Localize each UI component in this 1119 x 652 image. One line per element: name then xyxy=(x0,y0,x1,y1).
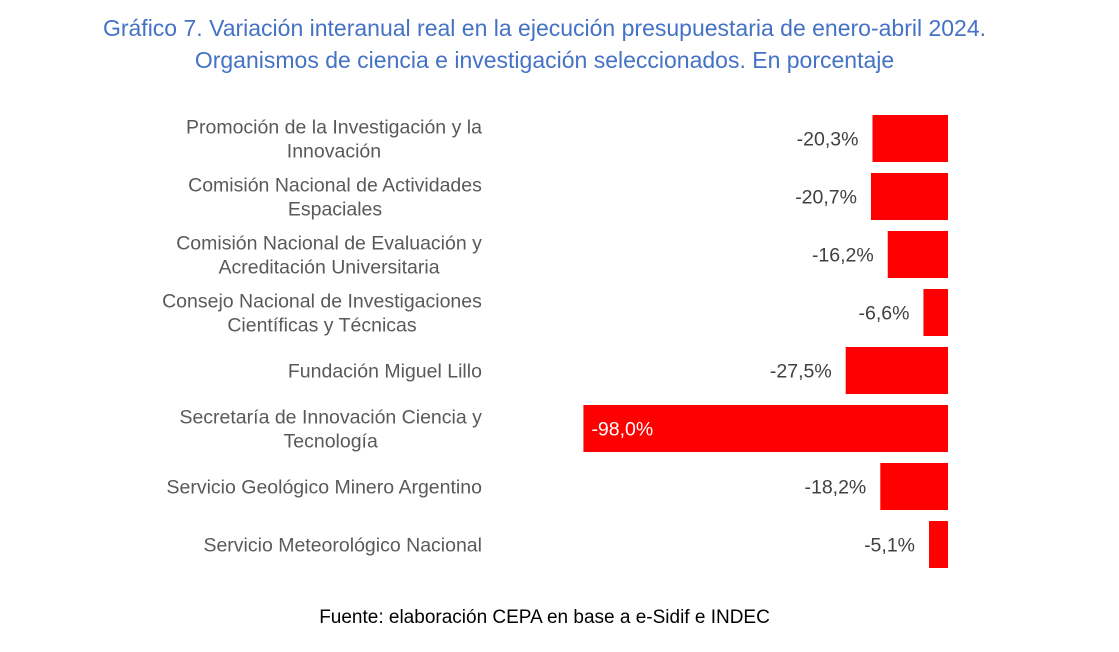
bar-7 xyxy=(929,521,948,568)
data-label-7: -5,1% xyxy=(864,535,915,557)
category-label-1: Comisión Nacional de Actividades Espacial… xyxy=(188,175,482,221)
bar-0 xyxy=(872,115,948,162)
category-label-0: Promoción de la Investigación y la Innova… xyxy=(186,117,482,163)
data-label-0: -20,3% xyxy=(797,129,859,151)
bar-3 xyxy=(923,289,948,336)
bar-6 xyxy=(880,463,948,510)
category-label-3: Consejo Nacional de Investigaciones Cient… xyxy=(162,291,482,337)
chart-title-line-2: Organismos de ciencia e investigación se… xyxy=(194,47,895,73)
bar-5 xyxy=(583,405,948,452)
category-label-2: Comisión Nacional de Evaluación y Acredit… xyxy=(176,233,482,279)
data-label-4: -27,5% xyxy=(770,361,832,383)
data-label-6: -18,2% xyxy=(804,477,866,499)
chart-title-line-1: Gráfico 7. Variación interanual real en … xyxy=(102,15,987,41)
chart-title: Gráfico 7. Variación interanual real en … xyxy=(0,12,1089,76)
source-note: Fuente: elaboración CEPA en base a e-Sid… xyxy=(319,607,770,628)
bar-4 xyxy=(845,347,948,394)
category-label-6: Servicio Geológico Minero Argentino xyxy=(167,477,483,499)
data-label-1: -20,7% xyxy=(795,187,857,209)
data-label-2: -16,2% xyxy=(812,245,874,267)
bar-chart: -20,3% Promoción de la Investigación y la… xyxy=(162,115,948,568)
data-label-3: -6,6% xyxy=(858,303,909,325)
bar-1 xyxy=(870,173,948,220)
category-label-7: Servicio Meteorológico Nacional xyxy=(203,535,482,557)
category-label-5: Secretaría de Innovación Ciencia y Tecnol… xyxy=(179,407,482,453)
data-label-5: -98,0% xyxy=(591,419,653,441)
bar-2 xyxy=(887,231,948,278)
category-label-4: Fundación Miguel Lillo xyxy=(288,361,482,383)
